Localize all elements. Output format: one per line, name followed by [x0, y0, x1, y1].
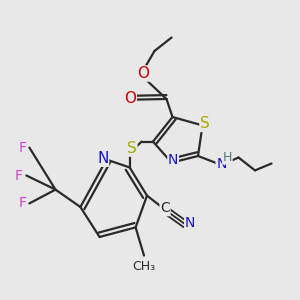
Text: N: N: [97, 151, 109, 166]
Text: S: S: [127, 141, 137, 156]
Text: S: S: [200, 116, 210, 131]
Text: O: O: [137, 66, 149, 81]
Text: CH₃: CH₃: [132, 260, 156, 274]
Text: N: N: [168, 153, 178, 166]
Text: H: H: [223, 151, 232, 164]
Text: N: N: [216, 158, 226, 171]
Text: O: O: [124, 91, 136, 106]
Text: C: C: [160, 202, 170, 215]
Text: F: F: [15, 169, 23, 182]
Text: F: F: [19, 141, 27, 154]
Text: N: N: [185, 216, 195, 230]
Text: F: F: [19, 196, 27, 210]
